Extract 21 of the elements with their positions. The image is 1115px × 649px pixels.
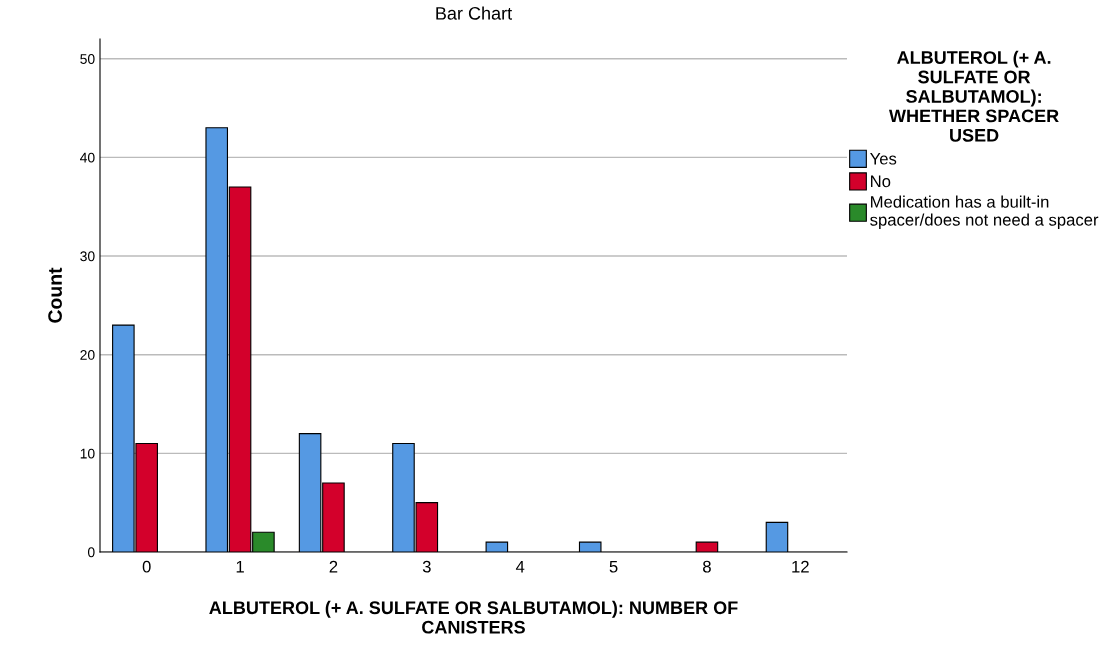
x-tick-label: 5 [609,560,618,573]
x-axis-title: ALBUTEROL (+ A. SULFATE OR SALBUTAMOL): NUMBER OF CANISTERS [209,600,738,634]
x-tick-label: 4 [515,560,525,573]
x-tick-label: 0 [142,560,151,573]
x-tick-label: 12 [792,560,809,573]
x-tick-label: 8 [703,560,711,573]
x-tick-label: 2 [329,560,338,573]
legend-label: No [871,175,891,188]
legend-label: Yes [870,152,897,165]
legend-label: Medication has a built-in spacer/does not need a spacer [870,195,1099,230]
y-tick-label: 0 [87,547,95,558]
x-tick-label: 3 [422,560,431,573]
x-tick-label: 1 [236,560,244,573]
y-axis-title: Count [48,267,62,323]
y-tick-label: 10 [80,448,95,459]
y-tick-label: 40 [80,152,95,163]
y-tick-label: 30 [80,251,95,262]
legend-title: ALBUTEROL (+ A. SULFATE OR SALBUTAMOL): WHETHER SPACER USED [889,50,1059,142]
y-tick-label: 20 [80,350,95,360]
y-tick-label: 50 [80,54,95,64]
chart-title: Bar Chart [436,6,512,20]
